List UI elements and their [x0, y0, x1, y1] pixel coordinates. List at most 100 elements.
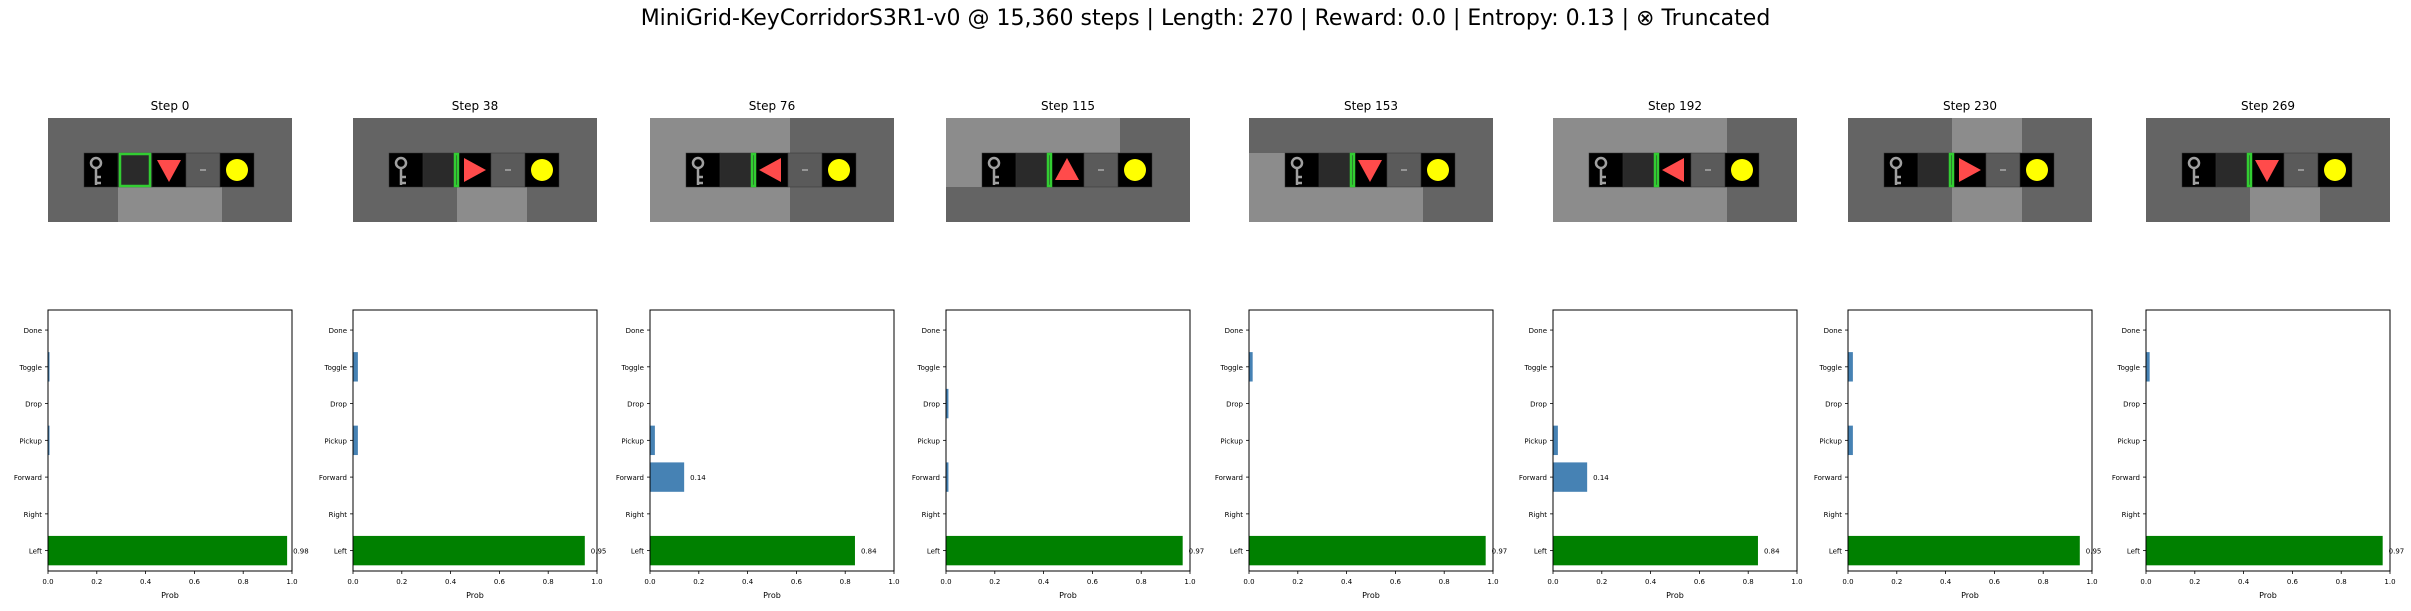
y-tick-label: Toggle — [620, 364, 644, 372]
x-tick-label: 0.6 — [189, 578, 201, 586]
y-tick-label: Done — [1225, 327, 1243, 335]
bar-pickup — [48, 425, 50, 456]
grid-cell — [388, 152, 424, 188]
x-tick-label: 0.4 — [742, 578, 754, 586]
x-tick-label: 0.6 — [1694, 578, 1706, 586]
x-tick-label: 0.0 — [1547, 578, 1558, 586]
prob-axes: 0.97 Left Right Forward Pickup Drop Toggle Done… — [2112, 309, 2405, 600]
x-tick-label: 1.0 — [1184, 578, 1195, 586]
y-tick-label: Done — [2122, 327, 2140, 335]
panel-2: Step 76 0.84 Left Right 0.14 Forward Pickup Dro… — [616, 99, 900, 600]
y-tick-label: Left — [1230, 548, 1243, 556]
prob-axes: 0.98 Left Right Forward Pickup Drop Toggle Done… — [14, 309, 309, 600]
y-tick-label: Toggle — [18, 364, 42, 372]
x-tick-label: 0.0 — [644, 578, 655, 586]
y-tick-label: Done — [24, 327, 42, 335]
x-tick-label: 0.4 — [445, 578, 457, 586]
x-axis-label: Prob — [466, 591, 484, 600]
axes-frame — [1847, 309, 2093, 572]
axes-frame — [945, 309, 1191, 572]
x-tick-label: 1.0 — [1791, 578, 1802, 586]
x-axis-label: Prob — [1362, 591, 1380, 600]
prob-axes: 0.95 Left Right Forward Pickup Drop Toggle Done… — [319, 309, 607, 600]
ball-icon — [1731, 159, 1753, 181]
x-tick-label: 1.0 — [286, 578, 297, 586]
agent-icon — [464, 158, 486, 182]
y-tick-label: Right — [922, 511, 941, 519]
panel-3: Step 115 0.97 Left Right Forward Pickup Drop To… — [912, 99, 1204, 600]
y-tick-label: Drop — [1530, 401, 1547, 409]
agent-icon — [2255, 160, 2279, 182]
x-tick-label: 0.4 — [1341, 578, 1353, 586]
axes-frame — [352, 309, 598, 572]
x-tick-label: 0.6 — [1989, 578, 2001, 586]
panel-title: Step 192 — [1648, 99, 1702, 113]
door-frame — [1653, 152, 1660, 188]
bar-left — [946, 535, 1183, 566]
bar-value-label: 0.84 — [861, 548, 877, 556]
grid-cell — [719, 152, 755, 188]
bar-value-label: 0.95 — [591, 548, 607, 556]
y-tick-label: Drop — [923, 401, 940, 409]
bar-left — [650, 535, 855, 566]
bar-toggle — [353, 352, 358, 382]
ball-icon — [1124, 159, 1146, 181]
panel-title: Step 115 — [1041, 99, 1095, 113]
y-tick-label: Toggle — [1523, 364, 1547, 372]
x-tick-label: 0.2 — [1596, 578, 1607, 586]
panel-4: Step 153 0.97 Left Right Forward Pickup Drop To… — [1215, 99, 1507, 600]
bar-pickup — [1553, 425, 1558, 456]
door-frame — [750, 152, 757, 188]
x-axis-label: Prob — [763, 591, 781, 600]
ball-icon — [1427, 159, 1449, 181]
bar-pickup — [650, 425, 655, 456]
y-tick-label: Drop — [25, 401, 42, 409]
y-tick-label: Done — [1824, 327, 1842, 335]
panel-5: Step 192 0.84 Left Right 0.14 Forward Pickup Dr… — [1519, 99, 1803, 600]
x-tick-label: 0.0 — [2140, 578, 2151, 586]
grid-cell — [1588, 152, 1624, 188]
grid-cell — [1622, 152, 1658, 188]
y-tick-label: Left — [29, 548, 42, 556]
x-tick-label: 0.0 — [940, 578, 951, 586]
bar-forward — [946, 462, 949, 492]
x-tick-label: 0.8 — [840, 578, 851, 586]
y-tick-label: Pickup — [621, 437, 644, 445]
axes-frame — [649, 309, 895, 572]
y-tick-label: Drop — [1825, 401, 1842, 409]
grid-image — [353, 118, 597, 222]
y-tick-label: Pickup — [19, 437, 42, 445]
bar-toggle — [1249, 352, 1253, 382]
y-tick-label: Forward — [1215, 474, 1243, 482]
door-frame — [118, 152, 152, 188]
panel-title: Step 38 — [452, 99, 498, 113]
agent-icon — [1358, 160, 1382, 182]
y-tick-label: Toggle — [2116, 364, 2140, 372]
grid-cell — [787, 152, 823, 188]
y-tick-label: Pickup — [1220, 437, 1243, 445]
grid-cell — [1917, 152, 1953, 188]
x-tick-label: 0.6 — [494, 578, 506, 586]
grid-cell — [422, 152, 458, 188]
door-frame — [1349, 152, 1356, 188]
agent-icon — [157, 160, 181, 182]
axes-frame — [47, 309, 293, 572]
ball-icon — [828, 159, 850, 181]
panel-1: Step 38 0.95 Left Right Forward Pickup Drop Tog… — [319, 99, 607, 600]
panel-title: Step 269 — [2241, 99, 2295, 113]
bar-pickup — [353, 425, 358, 456]
grid-cell — [685, 152, 721, 188]
y-tick-label: Drop — [627, 401, 644, 409]
panel-title: Step 76 — [749, 99, 795, 113]
y-tick-label: Done — [626, 327, 644, 335]
panel-title: Step 230 — [1943, 99, 1997, 113]
y-tick-label: Right — [329, 511, 348, 519]
x-axis-label: Prob — [1961, 591, 1979, 600]
prob-axes: 0.95 Left Right Forward Pickup Drop Toggle Done… — [1814, 309, 2101, 600]
panel-title: Step 0 — [151, 99, 190, 113]
grid-cell — [2181, 152, 2217, 188]
bar-value-label: 0.97 — [2389, 548, 2405, 556]
door-frame — [453, 152, 460, 188]
y-tick-label: Done — [1529, 327, 1547, 335]
